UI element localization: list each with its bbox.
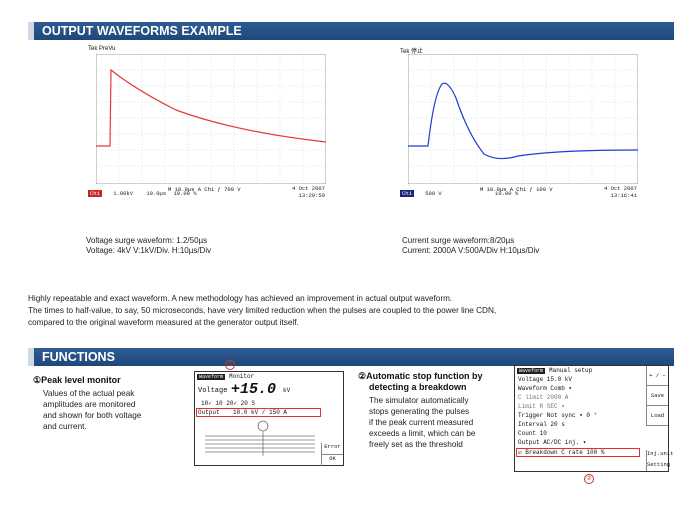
- scope1-channel-tag: Ch1: [88, 190, 102, 197]
- fn2-title: ②Automatic stop function by detecting a …: [358, 371, 483, 393]
- scope2-brand: Tek 停止: [400, 49, 424, 55]
- description-paragraph: Highly repeatable and exact waveform. A …: [28, 293, 678, 329]
- scope1-bottom-bar: Ch1 1.00kV 10.0µs 10.00 %: [88, 190, 197, 197]
- lcd1-voltage-value: +15.0: [231, 381, 277, 398]
- scope2-channel-tag: Ch1: [400, 190, 414, 197]
- description-line2: The times to half-value, to say, 50 micr…: [28, 306, 497, 315]
- fn2-title-line2: detecting a breakdown: [369, 382, 467, 392]
- lcd2-breakdown[interactable]: ☑ Breakdown C rate 100 %: [518, 449, 605, 456]
- plus-minus-button[interactable]: + / −: [646, 366, 668, 386]
- fn2-body-line1: The simulator automatically: [369, 396, 469, 405]
- lcd1-output-value: 10.0 kV / 150 A: [233, 409, 288, 416]
- scope2-status-line: M 10.0µs A Ch1 ƒ 100 V: [480, 186, 553, 193]
- lcd1-voltage-unit: kV: [283, 387, 291, 394]
- fn1-body-line2: amplitudes are monitored: [43, 400, 136, 409]
- lcd2-row-voltage[interactable]: Voltage 15.0 kV: [518, 376, 573, 383]
- scope2-bottom-bar: Ch1 500 V 10.00 %: [400, 190, 518, 197]
- voltage-waveform-plot: [96, 54, 326, 184]
- scope1-date: 4 Oct 2007: [292, 185, 326, 192]
- ok-button[interactable]: OK: [321, 455, 343, 466]
- current-waveform-plot: [408, 54, 638, 184]
- voltage-caption-line2: Voltage: 4kV V:1kV/Div. H:10µs/Div: [86, 246, 212, 255]
- inj-unit-button[interactable]: Inj.unit: [646, 450, 673, 461]
- lcd1-row2: 10✓ 10 20✓ 20 S: [201, 400, 256, 407]
- scope2-trigger: 10.00 %: [495, 190, 519, 197]
- fn1-body-line4: and current.: [43, 422, 87, 431]
- current-caption-line1: Current surge waveform:8/20µs: [402, 236, 515, 245]
- circuit-diagram: [205, 420, 315, 456]
- lcd2-mode: Manual setup: [549, 367, 593, 374]
- lcd2-row-climit[interactable]: C limit 2000 A: [518, 394, 569, 401]
- fn1-body-line1: Values of the actual peak: [43, 389, 135, 398]
- section-header-functions: FUNCTIONS: [28, 348, 674, 366]
- current-caption-line2: Current: 2000A V:500A/Div H:10µs/Div: [402, 246, 540, 255]
- error-button[interactable]: Error: [321, 443, 343, 455]
- manual-setup-screen: Waveform Manual setup Voltage 15.0 kV Wa…: [514, 365, 673, 472]
- lcd2-row-count[interactable]: Count 10: [518, 430, 547, 437]
- fn1-body-line3: and shown for both voltage: [43, 411, 142, 420]
- lcd1-mode: Monitor: [229, 373, 255, 380]
- scope2-scale: 500 V: [425, 190, 442, 197]
- fn1-body: Values of the actual peak amplitudes are…: [43, 388, 141, 432]
- fn2-body: The simulator automatically stops genera…: [369, 395, 476, 450]
- fn1-title: ①Peak level monitor: [33, 375, 121, 385]
- current-caption: Current surge waveform:8/20µs Current: 2…: [402, 236, 539, 256]
- scope2-date: 4 Oct 2007: [604, 185, 638, 192]
- lcd2-row-interval[interactable]: Interval 20 s: [518, 421, 565, 428]
- scope1-scale: 1.00kV: [113, 190, 134, 197]
- save-button[interactable]: Save: [646, 386, 668, 406]
- lcd1-voltage-label: Voltage: [198, 387, 228, 395]
- section-header-output: OUTPUT WAVEFORMS EXAMPLE: [28, 22, 674, 40]
- scope1-clock: 13:29:59: [298, 192, 326, 199]
- voltage-caption-line1: Voltage surge waveform: 1.2/50µs: [86, 236, 208, 245]
- load-button[interactable]: Load: [646, 406, 668, 426]
- fn2-body-line2: stops generating the pulses: [369, 407, 470, 416]
- output-highlight-box: [196, 408, 321, 417]
- lcd2-row-limitr[interactable]: Limit R SEC ▾: [518, 403, 565, 410]
- fn2-body-line4: exceeds a limit, which can be: [369, 429, 476, 438]
- marker-2: ②: [584, 474, 594, 484]
- fn2-title-line1: ②Automatic stop function by: [358, 371, 483, 381]
- lcd1-tag: Waveform: [197, 374, 226, 380]
- breakdown-highlight-box: [516, 448, 640, 457]
- lcd2-tag: Waveform: [517, 368, 546, 374]
- scope-status-line: M 10.0µs A Ch1 ƒ 700 V: [168, 186, 241, 193]
- scope2-datetime: 4 Oct 2007 13:16:41: [604, 185, 637, 199]
- lcd2-row-trigger[interactable]: Trigger Not sync ▾ 0 °: [518, 412, 598, 419]
- lcd2-row-waveform[interactable]: Waveform Comb ▾: [518, 385, 573, 392]
- fn2-body-line3: if the peak current measured: [369, 418, 474, 427]
- voltage-scope: Tek PreVu M 10.0µs A Ch1 ƒ 700 V: [88, 46, 333, 196]
- scope1-time: 10.0µs: [146, 190, 167, 197]
- scope1-datetime: 4 Oct 2007 13:29:59: [292, 185, 325, 199]
- lcd2-row-output[interactable]: Output AC/DC inj. ▾: [518, 439, 587, 446]
- scope-brand: Tek PreVu: [88, 46, 116, 52]
- scope1-trigger: 10.00 %: [173, 190, 197, 197]
- marker-1: ①: [225, 360, 235, 370]
- setting-button[interactable]: Setting: [646, 461, 670, 471]
- current-scope: Tek 停止 M 10.0µs A Ch1 ƒ 100 V: [400, 46, 645, 196]
- lcd1-output-label: Output: [198, 409, 220, 416]
- description-line1: Highly repeatable and exact waveform. A …: [28, 294, 453, 303]
- monitor-screen: Waveform Monitor Voltage +15.0 kV 10✓ 10…: [194, 371, 344, 466]
- description-line3: compared to the original waveform measur…: [28, 318, 299, 327]
- scope2-clock: 13:16:41: [610, 192, 638, 199]
- voltage-caption: Voltage surge waveform: 1.2/50µs Voltage…: [86, 236, 211, 256]
- fn2-body-line5: freely set as the threshold: [369, 440, 463, 449]
